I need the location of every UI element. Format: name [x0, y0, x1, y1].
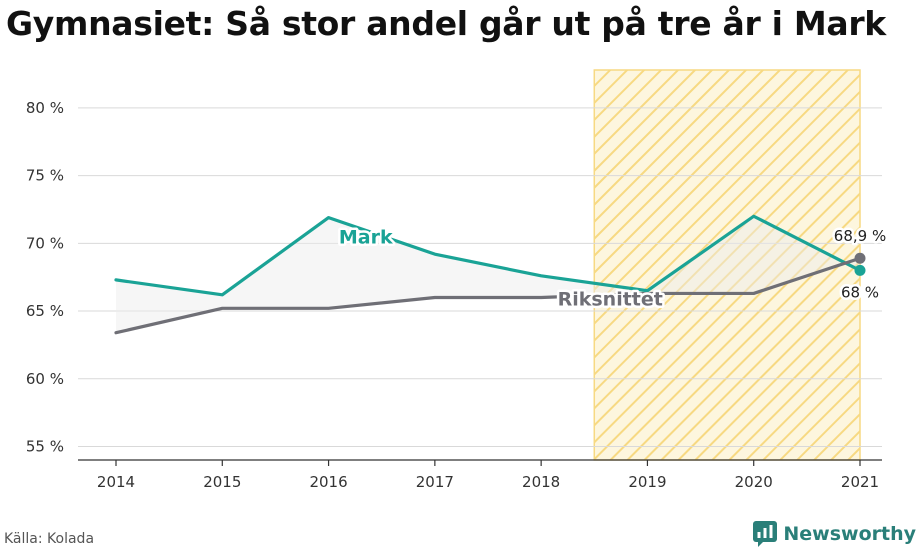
end-label-riksnittet: 68,9 % [834, 227, 886, 245]
series-line-riksnittet [114, 256, 862, 335]
y-tick-label: 70 % [26, 234, 64, 252]
difference-area [116, 216, 860, 333]
y-tick-label: 55 % [26, 437, 64, 455]
y-tick-label: 65 % [26, 302, 64, 320]
y-tick-label: 60 % [26, 370, 64, 388]
source-note: Källa: Kolada [4, 531, 95, 547]
x-tick-label: 2016 [309, 473, 347, 491]
y-tick-label: 80 % [26, 99, 64, 117]
chart-title: Gymnasiet: Så stor andel går ut på tre å… [6, 4, 886, 43]
series-line-mark [114, 214, 862, 297]
y-tick-label: 75 % [26, 167, 64, 185]
series-label-riksnittet: Riksnittet [558, 289, 663, 311]
newsworthy-logo-icon [753, 521, 778, 547]
end-label-mark: 68 % [841, 283, 879, 301]
highlight-period [593, 69, 861, 461]
end-point-riksnittet [854, 252, 866, 264]
brand-logo: Newsworthy [753, 518, 916, 550]
brand-name: Newsworthy [783, 523, 916, 545]
x-tick-label: 2018 [522, 473, 560, 491]
end-point-mark [854, 264, 866, 276]
x-tick-label: 2021 [841, 473, 879, 491]
x-tick-label: 2014 [97, 473, 135, 491]
x-tick-label: 2020 [735, 473, 773, 491]
x-tick-label: 2017 [416, 473, 454, 491]
series-label-mark: Mark [339, 226, 393, 248]
x-tick-label: 2019 [628, 473, 666, 491]
x-tick-label: 2015 [203, 473, 241, 491]
